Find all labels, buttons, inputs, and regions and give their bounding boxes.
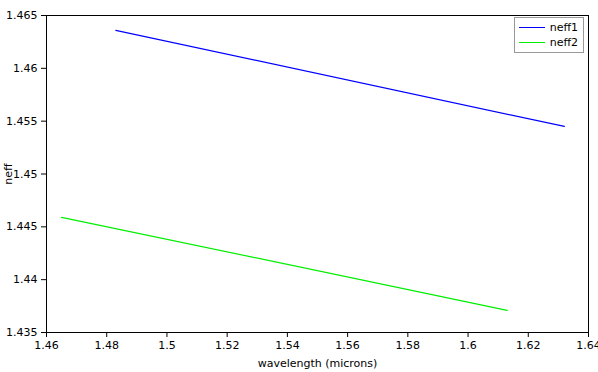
svg-text:1.52: 1.52 — [215, 339, 240, 352]
svg-text:1.435: 1.435 — [6, 326, 38, 339]
svg-text:1.58: 1.58 — [396, 339, 421, 352]
svg-text:1.46: 1.46 — [13, 62, 38, 75]
svg-text:1.44: 1.44 — [13, 273, 38, 286]
svg-text:1.45: 1.45 — [13, 168, 38, 181]
html-text:neff2: neff2 — [549, 36, 578, 49]
svg-text:1.48: 1.48 — [94, 339, 119, 352]
svg-text:1.64: 1.64 — [576, 339, 598, 352]
html-text:neff1: neff1 — [549, 21, 578, 34]
svg-text:neff: neff — [2, 163, 15, 185]
svg-text:1.62: 1.62 — [516, 339, 541, 352]
svg-text:1.5: 1.5 — [158, 339, 176, 352]
svg-text:1.465: 1.465 — [6, 9, 38, 22]
svg-text:1.54: 1.54 — [275, 339, 300, 352]
svg-text:1.56: 1.56 — [335, 339, 360, 352]
svg-text:1.445: 1.445 — [6, 220, 38, 233]
svg-text:1.46: 1.46 — [34, 339, 59, 352]
svg-text:wavelength (microns): wavelength (microns) — [258, 357, 378, 370]
svg-text:1.455: 1.455 — [6, 115, 38, 128]
svg-text:1.6: 1.6 — [459, 339, 477, 352]
